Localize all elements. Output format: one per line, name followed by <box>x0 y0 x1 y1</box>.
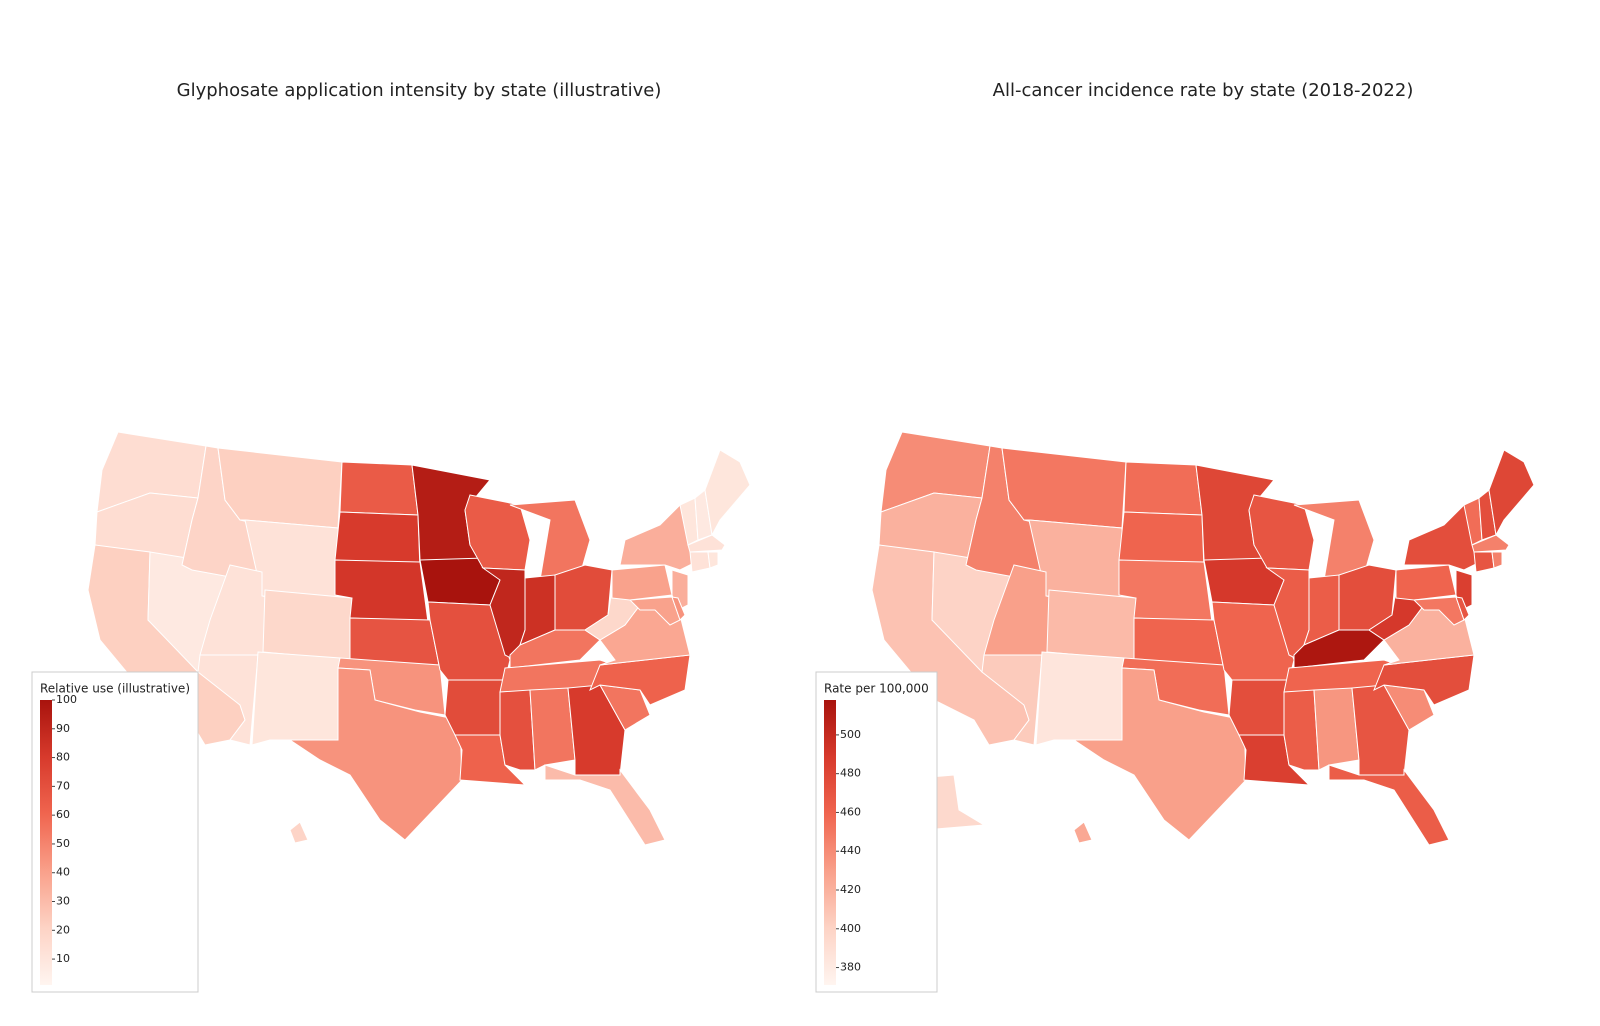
state-region <box>1046 589 1137 661</box>
state-region <box>687 534 726 553</box>
colorbar-tick-label: 60 <box>56 808 70 821</box>
colorbar-tick-label: 480 <box>840 767 861 780</box>
state-region <box>1488 449 1535 537</box>
colorbar <box>40 700 52 985</box>
state-region <box>288 667 463 841</box>
colorbar-title: Rate per 100,000 <box>824 682 929 696</box>
state-region <box>1473 551 1495 573</box>
state-region <box>707 551 719 569</box>
colorbar-box <box>815 671 938 993</box>
state-region <box>1395 564 1457 601</box>
state-region <box>671 596 686 621</box>
colorbar-tick-label: 440 <box>840 844 861 857</box>
state-region <box>1001 447 1127 529</box>
colorbar-tick-label: 20 <box>56 923 70 936</box>
map <box>87 431 751 846</box>
state-region <box>1283 689 1320 771</box>
colorbar-tick-label: 30 <box>56 895 70 908</box>
map-title: All-cancer incidence rate by state (2018… <box>993 80 1414 101</box>
map-title: Glyphosate application intensity by stat… <box>177 80 662 101</box>
state-region <box>1035 651 1125 746</box>
colorbar-tick-label: 80 <box>56 751 70 764</box>
colorbar-box <box>31 671 199 993</box>
state-region <box>1455 596 1470 621</box>
state-region <box>1228 679 1290 736</box>
state-region <box>262 589 353 661</box>
state-region <box>1073 821 1093 844</box>
state-region <box>289 821 309 844</box>
state-region <box>251 651 341 746</box>
state-region <box>444 679 506 736</box>
colorbar-title: Relative use (illustrative) <box>40 682 190 696</box>
colorbar-tick-label: 100 <box>56 693 77 706</box>
state-region <box>529 687 576 771</box>
map <box>871 431 1535 846</box>
colorbar <box>824 700 836 985</box>
state-region <box>339 461 419 516</box>
state-region <box>1491 551 1503 569</box>
state-region <box>1328 764 1450 846</box>
colorbar-tick-label: 460 <box>840 805 861 818</box>
colorbar-tick-label: 380 <box>840 961 861 974</box>
state-region <box>499 689 536 771</box>
colorbar-tick-label: 40 <box>56 866 70 879</box>
colorbar-tick-label: 420 <box>840 883 861 896</box>
state-region <box>1471 534 1510 553</box>
colorbar-tick-label: 500 <box>840 728 861 741</box>
state-region <box>217 447 343 529</box>
colorbar-tick-label: 90 <box>56 722 70 735</box>
colorbar-tick-label: 10 <box>56 952 70 965</box>
state-region <box>544 764 666 846</box>
state-region <box>689 551 711 573</box>
state-region <box>1123 461 1203 516</box>
colorbar-tick-label: 400 <box>840 922 861 935</box>
state-region <box>1313 687 1360 771</box>
colorbar-tick-label: 70 <box>56 779 70 792</box>
state-region <box>611 564 673 601</box>
state-region <box>704 449 751 537</box>
state-region <box>1072 667 1247 841</box>
colorbar-tick-label: 50 <box>56 837 70 850</box>
